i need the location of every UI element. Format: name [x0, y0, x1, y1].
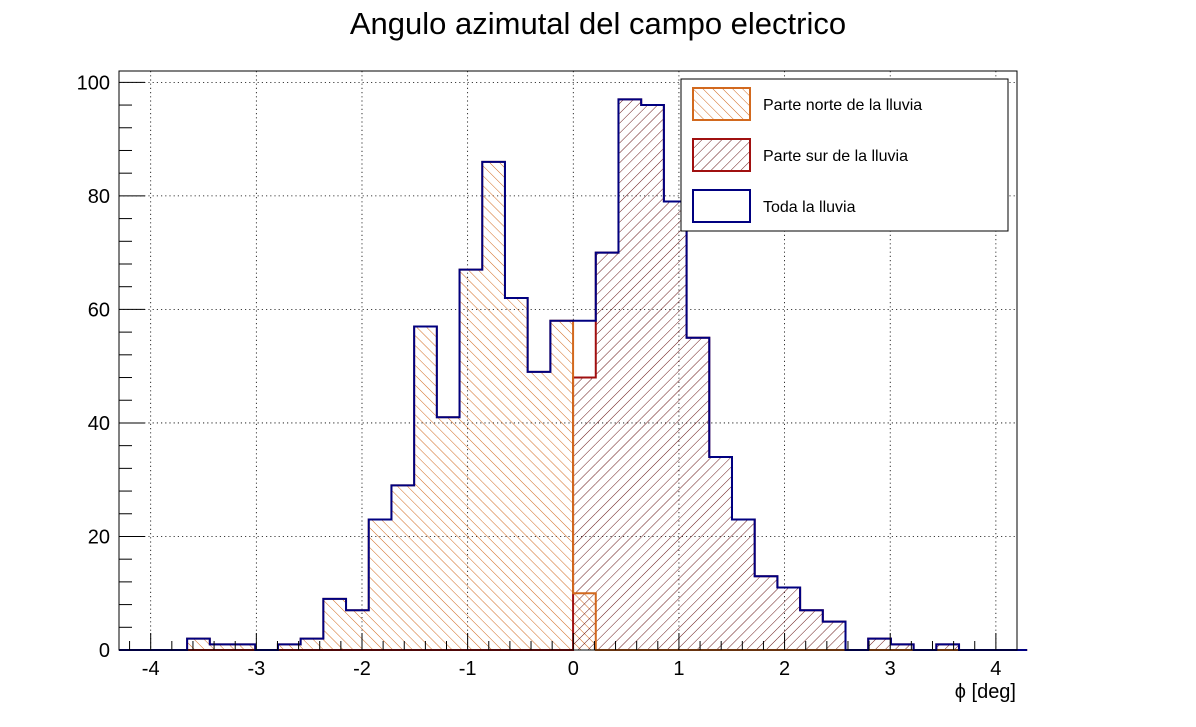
histogram-bin-fill: [232, 644, 256, 650]
histogram-bin-fill: [209, 644, 233, 650]
histogram-bin-fill: [731, 519, 755, 650]
y-tick-label: 60: [88, 299, 110, 321]
histogram-bin-fill: [550, 320, 574, 650]
histogram-bin-fill: [277, 644, 301, 650]
y-tick-label: 20: [88, 526, 110, 548]
y-tick-label: 80: [88, 186, 110, 208]
histogram-bin-fill: [368, 519, 392, 650]
histogram-bin-fill: [868, 638, 891, 650]
histogram-bin-fill: [709, 457, 732, 650]
x-axis-label: ϕ [deg]: [955, 681, 1016, 703]
histogram-bin-fill: [618, 99, 642, 651]
x-tick-label: -2: [353, 658, 371, 680]
histogram-bin-fill: [436, 417, 460, 650]
x-tick-label: 1: [673, 658, 684, 680]
histogram-bin-fill: [936, 644, 960, 650]
x-tick-label: -1: [459, 658, 477, 680]
histogram-bin-fill: [754, 576, 778, 650]
histogram-bin-fill: [527, 371, 551, 650]
histogram-bin-fill: [504, 298, 528, 650]
legend-label: Parte norte de la lluvia: [763, 97, 922, 114]
x-tick-label: -4: [142, 658, 160, 680]
histogram-bin-fill: [300, 638, 324, 650]
histogram-bin-fill: [323, 598, 347, 650]
legend-swatch: [692, 189, 751, 223]
y-tick-label: 100: [77, 72, 110, 94]
histogram-bin-fill: [187, 638, 210, 650]
y-tick-label: 40: [88, 413, 110, 435]
x-tick-label: 2: [779, 658, 790, 680]
histogram-bin-fill: [346, 610, 369, 650]
x-tick-label: 0: [568, 658, 579, 680]
legend: Parte norte de la lluvia Parte sur de la …: [680, 78, 1009, 232]
legend-label: Parte sur de la lluvia: [763, 148, 908, 165]
histogram-bin-fill: [800, 610, 823, 650]
histogram-bin-fill: [573, 377, 596, 650]
histogram-bin-fill: [459, 269, 483, 650]
legend-swatch: [692, 138, 751, 172]
plot-frame: [118, 70, 1018, 651]
histogram-bin-fill: [391, 485, 415, 650]
histogram-bin-fill: [595, 252, 619, 650]
legend-label: Toda la lluvia: [763, 199, 856, 216]
legend-swatch: [692, 87, 751, 121]
hatched-fills: [187, 99, 960, 651]
x-tick-label: 4: [990, 658, 1001, 680]
histogram-bin-fill: [414, 326, 437, 650]
x-tick-label: -3: [247, 658, 265, 680]
histogram-bin-fill: [641, 105, 664, 650]
histogram-bin-fill: [777, 587, 801, 650]
x-tick-label: 3: [885, 658, 896, 680]
histogram-bin-fill: [890, 644, 914, 650]
histogram-bin-fill: [663, 201, 687, 650]
histogram-bin-fill: [822, 621, 846, 650]
histogram-bin-fill: [482, 161, 505, 650]
chart-title: Angulo azimutal del campo electrico: [350, 6, 846, 41]
y-tick-label: 0: [99, 640, 110, 662]
histogram-bin-fill: [686, 337, 710, 650]
